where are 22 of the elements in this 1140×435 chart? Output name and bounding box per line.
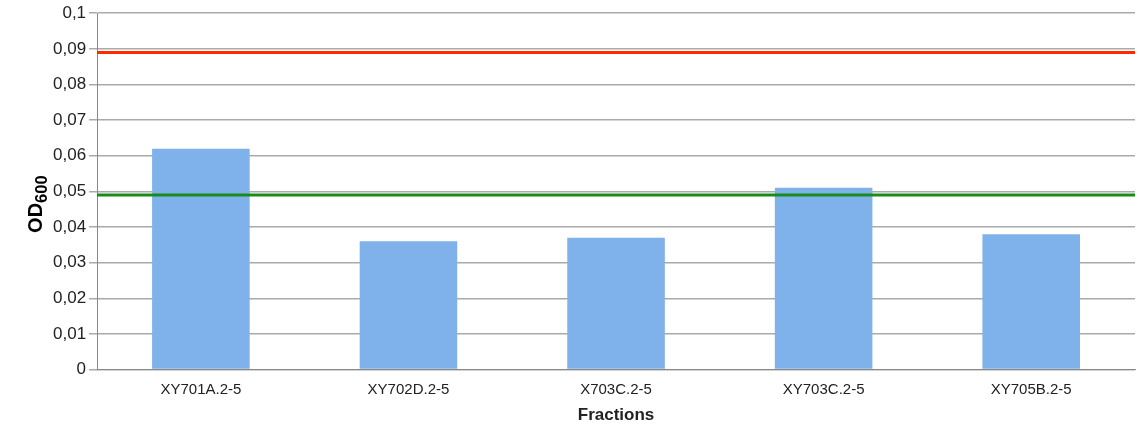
- y-tick-label: 0: [76, 359, 87, 379]
- y-tick-label: 0,02: [52, 288, 87, 308]
- x-axis-title: Fractions: [577, 405, 655, 425]
- y-tick-label: 0,07: [52, 109, 87, 129]
- y-tick-label: 0,08: [52, 74, 87, 94]
- bar: [359, 241, 458, 369]
- bar: [152, 148, 250, 369]
- x-tick-label: XY701A.2-5: [160, 379, 242, 397]
- y-tick-label: 0,01: [52, 323, 87, 343]
- x-tick-label: XY703C.2-5: [782, 379, 865, 397]
- y-tick-label: 0,06: [52, 145, 87, 165]
- x-tick-label: XY705B.2-5: [990, 379, 1072, 397]
- bar: [774, 187, 873, 369]
- bar: [982, 234, 1080, 369]
- bar: [567, 237, 665, 369]
- y-tick-label: 0,09: [52, 38, 87, 58]
- y-tick-label: 0,05: [52, 181, 87, 201]
- x-tick-label: XY702D.2-5: [367, 379, 450, 397]
- y-tick-label: 0,04: [52, 216, 87, 236]
- x-tick-label: X703C.2-5: [580, 379, 652, 397]
- y-tick-label: 0,1: [62, 2, 87, 22]
- y-tick-label: 0,03: [52, 252, 87, 272]
